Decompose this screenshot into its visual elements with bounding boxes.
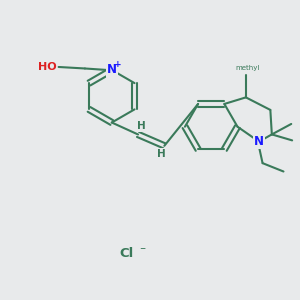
Text: N: N bbox=[107, 64, 117, 76]
Text: H: H bbox=[157, 149, 166, 159]
Text: N: N bbox=[254, 135, 264, 148]
Text: +: + bbox=[114, 59, 122, 68]
Text: methyl: methyl bbox=[235, 65, 260, 71]
Text: ⁻: ⁻ bbox=[140, 245, 146, 258]
Text: HO: HO bbox=[38, 62, 56, 72]
Text: Cl: Cl bbox=[119, 247, 133, 260]
Text: H: H bbox=[137, 121, 146, 131]
